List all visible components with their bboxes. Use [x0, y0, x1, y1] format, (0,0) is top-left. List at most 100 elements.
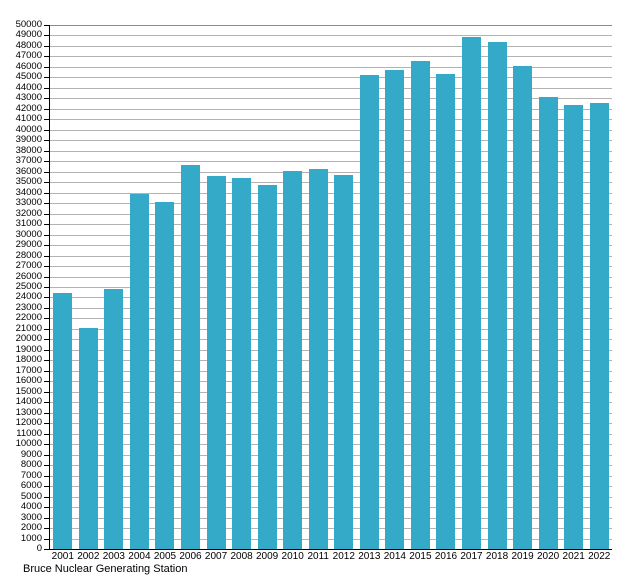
x-tick-label-2005: 2005 — [153, 551, 177, 562]
gridline-37000 — [50, 161, 612, 163]
y-tick-19000 — [44, 349, 50, 351]
y-tick-22000 — [44, 318, 50, 320]
y-tick-20000 — [44, 339, 50, 341]
x-tick-label-2009: 2009 — [256, 551, 279, 562]
y-tick-26000 — [44, 276, 50, 278]
y-tick-label-18000: 18000 — [15, 354, 42, 366]
gridline-9000 — [50, 454, 612, 456]
bar-2002 — [78, 327, 98, 549]
y-tick-34000 — [44, 192, 50, 194]
y-tick-label-21000: 21000 — [15, 322, 42, 334]
bar-2008 — [232, 178, 252, 549]
y-tick-5000 — [44, 496, 50, 498]
x-tick-label-2001: 2001 — [51, 551, 74, 562]
y-tick-label-26000: 26000 — [15, 270, 42, 282]
y-tick-14000 — [44, 402, 50, 404]
gridline-14000 — [50, 402, 612, 404]
y-tick-label-25000: 25000 — [15, 281, 42, 292]
y-tick-11000 — [44, 433, 50, 435]
gridline-15000 — [50, 391, 612, 393]
y-tick-2000 — [44, 528, 50, 530]
bar-2019 — [513, 65, 533, 549]
gridline-5000 — [50, 496, 612, 498]
x-tick-label-2018: 2018 — [485, 551, 509, 562]
gridline-35000 — [50, 182, 612, 184]
x-tick-label-2015: 2015 — [409, 551, 432, 562]
gridline-30000 — [50, 234, 612, 236]
gridline-21000 — [50, 328, 612, 330]
gridline-3000 — [50, 517, 612, 519]
y-tick-label-48000: 48000 — [15, 39, 42, 51]
y-tick-3000 — [44, 517, 50, 519]
y-tick-41000 — [44, 119, 50, 121]
gridline-1000 — [50, 538, 612, 540]
gridline-50000 — [50, 25, 612, 26]
x-tick-label-2002: 2002 — [77, 551, 100, 562]
y-tick-label-7000: 7000 — [20, 469, 42, 481]
y-tick-label-17000: 17000 — [15, 364, 42, 376]
gridline-8000 — [50, 465, 612, 467]
gridline-20000 — [50, 339, 612, 341]
y-tick-label-12000: 12000 — [15, 417, 42, 429]
x-tick-label-2021: 2021 — [562, 551, 585, 562]
y-tick-label-29000: 29000 — [15, 239, 42, 251]
bar-slot-2012 — [331, 25, 357, 549]
bar-2010 — [283, 170, 303, 549]
y-tick-28000 — [44, 255, 50, 257]
y-tick-48000 — [44, 45, 50, 47]
bar-slot-2008 — [229, 25, 255, 549]
gridline-39000 — [50, 140, 612, 142]
bar-slot-2016 — [433, 25, 459, 549]
y-tick-15000 — [44, 391, 50, 393]
gridline-13000 — [50, 412, 612, 414]
x-tick-label-2010: 2010 — [281, 551, 304, 562]
x-tick-label-2012: 2012 — [332, 551, 355, 562]
x-axis-spine — [50, 549, 612, 550]
plot-area — [50, 25, 612, 549]
y-tick-label-49000: 49000 — [15, 29, 42, 41]
y-tick-label-10000: 10000 — [15, 438, 42, 450]
y-tick-label-43000: 43000 — [15, 92, 42, 104]
gridline-49000 — [50, 35, 612, 37]
bar-slot-2015 — [408, 25, 434, 549]
y-tick-label-2000: 2000 — [20, 522, 42, 534]
y-tick-10000 — [44, 444, 50, 446]
y-tick-label-22000: 22000 — [15, 312, 42, 324]
bar-2005 — [155, 202, 175, 549]
gridline-19000 — [50, 349, 612, 351]
y-tick-label-1000: 1000 — [20, 532, 42, 544]
bar-slot-2011 — [305, 25, 331, 549]
y-tick-label-41000: 41000 — [15, 113, 42, 125]
y-tick-47000 — [44, 56, 50, 58]
bar-slot-2019 — [510, 25, 536, 549]
y-tick-label-44000: 44000 — [15, 81, 42, 93]
bar-2016 — [436, 74, 456, 549]
bar-slot-2001 — [50, 25, 76, 549]
bar-slot-2017 — [459, 25, 485, 549]
gridline-22000 — [50, 318, 612, 320]
y-tick-label-47000: 47000 — [15, 50, 42, 62]
gridline-44000 — [50, 87, 612, 89]
y-tick-label-6000: 6000 — [20, 480, 42, 492]
gridline-26000 — [50, 276, 612, 278]
y-tick-label-14000: 14000 — [15, 396, 42, 408]
gridline-38000 — [50, 150, 612, 152]
gridline-18000 — [50, 360, 612, 362]
bar-slot-2013 — [357, 25, 383, 549]
bar-slot-2003 — [101, 25, 127, 549]
gridline-34000 — [50, 192, 612, 194]
bar-slot-2022 — [586, 25, 612, 549]
y-tick-9000 — [44, 454, 50, 456]
gridline-12000 — [50, 423, 612, 425]
bar-slot-2009 — [254, 25, 280, 549]
y-tick-42000 — [44, 108, 50, 110]
gridline-40000 — [50, 129, 612, 131]
y-tick-21000 — [44, 328, 50, 330]
bar-2007 — [206, 175, 226, 549]
x-tick-label-2006: 2006 — [179, 551, 202, 562]
y-tick-label-28000: 28000 — [15, 249, 42, 261]
x-tick-label-2004: 2004 — [128, 551, 151, 562]
bar-slot-2007 — [203, 25, 229, 549]
y-tick-label-0: 0 — [36, 543, 42, 554]
y-tick-43000 — [44, 98, 50, 100]
